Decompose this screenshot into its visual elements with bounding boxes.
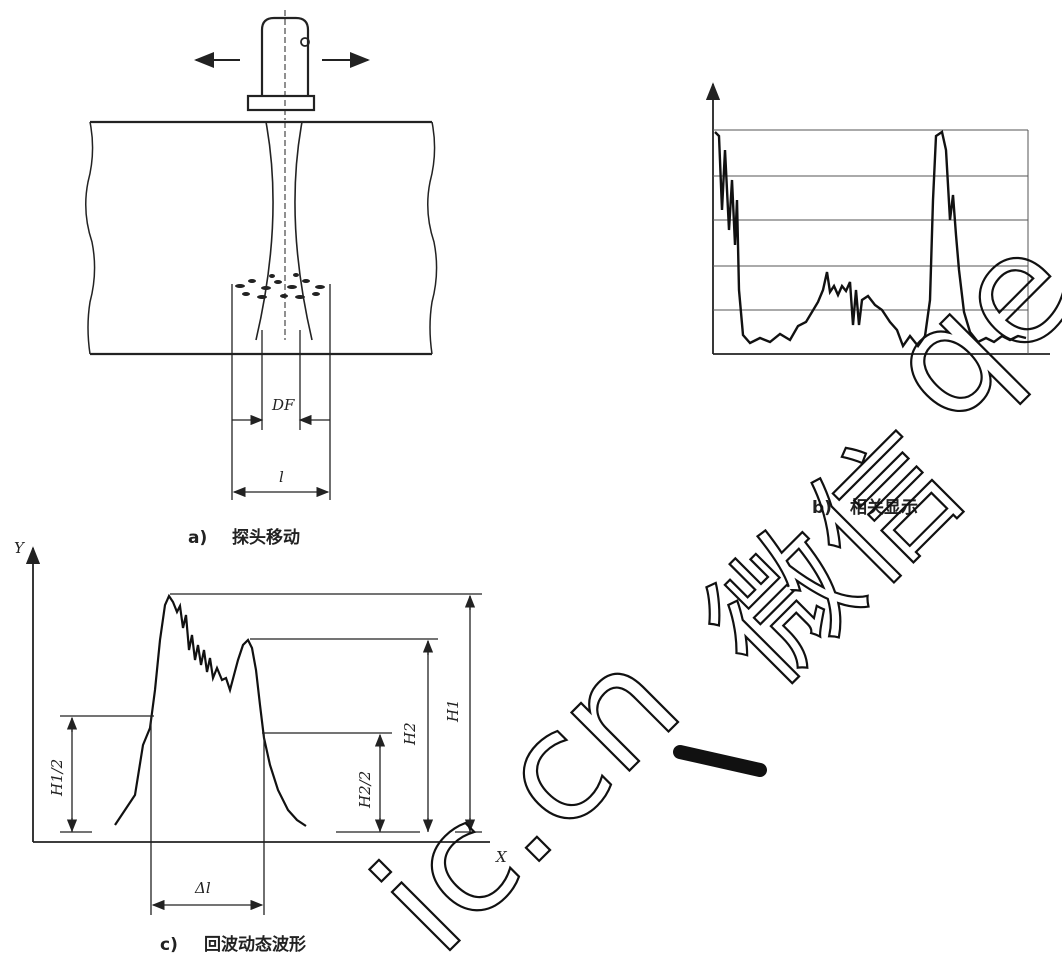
label-h2: H2 <box>401 722 419 746</box>
panel-a-probe-movement: DF l a) 探头移动 <box>85 10 438 548</box>
sound-beam <box>255 121 313 341</box>
caption-b-letter: b) <box>812 498 832 518</box>
probe-icon <box>246 10 316 120</box>
label-delta-l: Δl <box>194 879 211 897</box>
c-h1-half-guides <box>60 715 154 833</box>
dimension-lines <box>231 284 331 500</box>
caption-a-letter: a) <box>188 528 207 548</box>
c-waveform <box>114 593 307 827</box>
defect-cluster <box>235 273 325 299</box>
caption-c-letter: c) <box>160 935 178 955</box>
c-delta-l-guides <box>150 716 265 915</box>
caption-c-text: 回波动态波形 <box>204 934 306 955</box>
watermark-domain: ic.cn <box>342 615 712 963</box>
label-l: l <box>279 468 284 486</box>
label-df: DF <box>271 396 295 414</box>
b-waveform <box>714 130 1027 349</box>
panel-b-correlation-display: b) 相关显示 <box>705 82 1050 518</box>
label-h1: H1 <box>444 699 462 723</box>
label-h2-half: H2/2 <box>356 771 374 809</box>
watermark: 微信 qe ic.cn <box>341 199 1062 963</box>
c-axis-x-label: X <box>495 848 508 866</box>
caption-b-text: 相关显示 <box>850 497 918 518</box>
test-plate <box>85 120 438 356</box>
c-h2-guides <box>250 638 438 832</box>
watermark-cn: 微信 <box>679 401 992 714</box>
c-axis-y-label: Y <box>14 539 26 557</box>
b-grid <box>713 129 1029 354</box>
panel-c-echo-dynamic-waveform: Y X H1 H2 H2/2 <box>14 539 508 955</box>
caption-a-text: 探头移动 <box>232 527 300 548</box>
label-h1-half: H1/2 <box>48 759 66 797</box>
